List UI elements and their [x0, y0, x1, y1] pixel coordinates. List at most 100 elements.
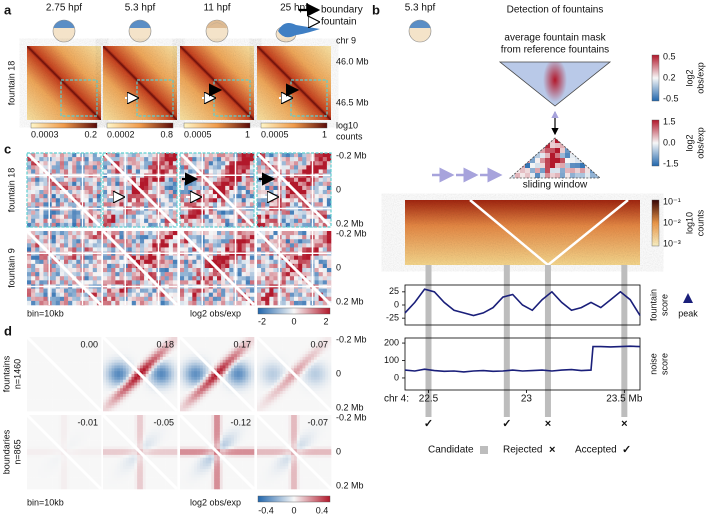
heatmap-cell [168, 348, 172, 352]
heatmap-cell [55, 272, 61, 277]
heatmap-cell [289, 276, 295, 281]
heatmap-cell [55, 185, 61, 191]
heatmap-cell [159, 385, 164, 389]
heatmap-cell [245, 371, 249, 375]
heatmap-cell [298, 263, 303, 269]
heatmap-cell [35, 276, 40, 281]
heatmap-cell [208, 190, 214, 195]
heatmap-cell [29, 391, 33, 395]
heatmap-cell [306, 165, 311, 170]
heatmap-cell [197, 368, 201, 372]
heatmap-cell [211, 354, 215, 358]
heatmap-cell [89, 371, 93, 375]
heatmap-cell [120, 374, 124, 378]
heatmap-cell [114, 408, 118, 412]
heatmap-cell [157, 348, 161, 352]
heatmap-cell [285, 288, 291, 293]
heatmap-cell [225, 385, 229, 389]
heatmap-cell [164, 153, 170, 158]
heatmap-cell [142, 359, 146, 363]
heatmap-cell [75, 342, 79, 346]
heatmap-cell [88, 157, 94, 162]
heatmap-cell [160, 300, 165, 306]
heatmap-cell [152, 243, 157, 248]
heatmap-cell [142, 402, 146, 406]
heatmap-cell [212, 181, 218, 187]
heatmap-cell [241, 276, 247, 281]
heatmap-cell [249, 161, 255, 166]
heatmap-cell [194, 368, 198, 372]
heatmap-cell [107, 272, 112, 277]
heatmap-cell [140, 222, 145, 228]
heatmap-cell [144, 276, 149, 281]
heatmap-cell [35, 194, 40, 199]
heatmap-cell [27, 222, 32, 228]
heatmap-cell [251, 359, 255, 363]
heatmap-cell [164, 276, 170, 281]
heatmap-cell [72, 235, 77, 240]
heatmap-cell [111, 296, 116, 302]
heatmap-cell [285, 185, 291, 191]
heatmap-cell [89, 356, 93, 361]
heatmap-cell [245, 276, 251, 281]
heatmap-cell [27, 379, 31, 383]
heatmap-cell [160, 235, 165, 240]
heatmap-cell [76, 268, 81, 273]
heatmap-cell [134, 337, 138, 341]
heatmap-cell [259, 354, 263, 358]
heatmap-cell [152, 259, 157, 265]
heatmap-cell [245, 255, 251, 261]
heatmap-cell [108, 337, 112, 341]
heatmap-cell [88, 181, 94, 187]
heatmap-cell [182, 402, 186, 406]
roi-box [179, 152, 255, 228]
heatmap-cell [131, 345, 135, 349]
heatmap-cell [268, 337, 272, 341]
heatmap-cell [314, 222, 319, 228]
heatmap-cell [51, 243, 57, 248]
heatmap-cell [72, 153, 77, 158]
heatmap-cell [88, 198, 94, 203]
heatmap-cell [114, 345, 118, 349]
heatmap-cell [221, 276, 226, 281]
heatmap-cell [269, 231, 274, 236]
heatmap-cell [208, 396, 212, 400]
heatmap-cell [115, 169, 120, 174]
heatmap-cell [125, 385, 129, 389]
heatmap-cell [119, 300, 124, 306]
heatmap-cell [137, 345, 141, 349]
heatmap-cell [154, 362, 158, 366]
heatmap-cell [188, 388, 192, 392]
heatmap-cell [265, 379, 269, 383]
heatmap-cell [111, 198, 116, 203]
heatmap-cell [208, 379, 212, 383]
heatmap-cell [128, 385, 132, 389]
heatmap-cell [76, 296, 81, 302]
legend-label: boundary [321, 5, 363, 16]
heatmap-cell [208, 382, 212, 386]
heatmap-cell [44, 399, 48, 403]
heatmap-cell [111, 379, 115, 383]
heatmap-cell [276, 399, 281, 403]
heatmap-cell [157, 365, 161, 369]
heatmap-cell [257, 365, 261, 369]
heatmap-cell [298, 280, 303, 285]
heatmap-cell [298, 157, 303, 162]
heatmap-cell [88, 185, 94, 191]
heatmap-cell [199, 382, 204, 386]
heatmap-cell [241, 210, 247, 215]
heatmap-cell [322, 268, 328, 273]
heatmap-cell [89, 408, 93, 412]
heatmap-cell [192, 198, 197, 203]
heatmap-cell [251, 393, 255, 398]
heatmap-cell [257, 222, 262, 228]
heatmap-cell [43, 165, 48, 170]
heatmap-cell [191, 393, 195, 398]
heatmap-cell [59, 214, 65, 220]
heatmap-cell [95, 388, 99, 392]
heatmap-cell [66, 405, 70, 409]
heatmap-cell [76, 161, 81, 166]
heatmap-cell [322, 292, 328, 298]
heatmap-cell [234, 402, 238, 406]
heatmap-cell [168, 362, 172, 366]
